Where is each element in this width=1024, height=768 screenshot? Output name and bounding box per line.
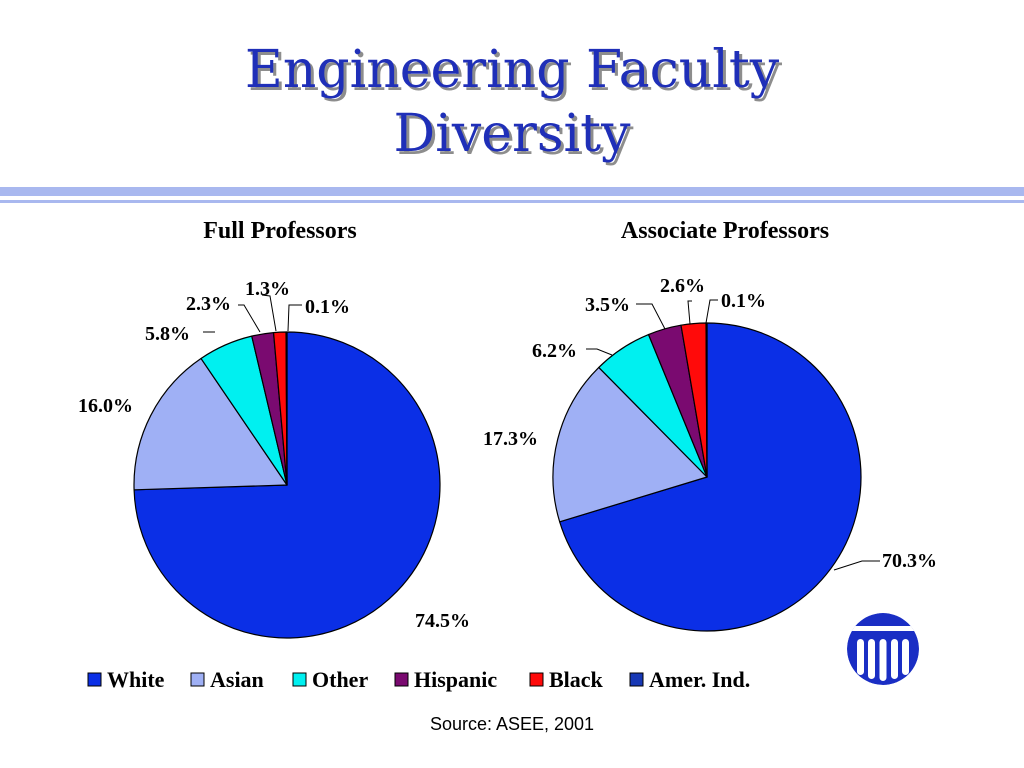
legend-label: Amer. Ind. bbox=[649, 667, 750, 692]
data-label-leader bbox=[687, 300, 692, 325]
pie-chart-1: Full Professors 74.5% 16.0% 5.8% 2.3% 1.3% 0.1… bbox=[78, 218, 470, 639]
data-label: 74.5% bbox=[415, 610, 470, 632]
legend: White Asian Other Hispanic Black Amer. Ind. bbox=[87, 667, 750, 692]
data-label: 17.3% bbox=[483, 428, 538, 450]
columns-logo-icon bbox=[847, 613, 919, 685]
legend-label: Black bbox=[549, 667, 604, 692]
legend-swatch bbox=[529, 672, 544, 687]
source-note: Source: ASEE, 2001 bbox=[429, 714, 595, 734]
data-label-leader bbox=[586, 348, 613, 356]
data-label: 0.1% bbox=[305, 296, 350, 318]
legend-swatch bbox=[394, 672, 409, 687]
title-rule-thin bbox=[0, 200, 1024, 203]
data-label: 2.6% bbox=[660, 275, 705, 297]
legend-swatch bbox=[629, 672, 644, 687]
pie-slice-amer-ind bbox=[285, 331, 288, 486]
chart-title: Associate Professors bbox=[621, 218, 829, 244]
pie-chart-2: Associate Professors 70.3% 17.3% 6.2% 3.5% 2.… bbox=[483, 218, 937, 632]
data-label: 3.5% bbox=[585, 294, 630, 316]
legend-label: Asian bbox=[210, 667, 264, 692]
legend-swatch bbox=[190, 672, 205, 687]
legend-swatch bbox=[87, 672, 102, 687]
slide-title: Engineering Faculty Diversity bbox=[0, 38, 1024, 166]
data-label-leader bbox=[261, 294, 277, 332]
legend-swatch bbox=[292, 672, 307, 687]
data-label-leader bbox=[238, 304, 261, 333]
data-label: 6.2% bbox=[532, 340, 577, 362]
legend-label: Other bbox=[312, 667, 368, 692]
data-label: 16.0% bbox=[78, 395, 133, 417]
data-label: 1.3% bbox=[245, 278, 290, 300]
title-line-1: Engineering Faculty bbox=[244, 40, 780, 100]
data-label-leader bbox=[636, 303, 666, 330]
data-label: 70.3% bbox=[882, 550, 937, 572]
chart-title: Full Professors bbox=[203, 218, 357, 244]
data-label: 5.8% bbox=[145, 323, 190, 345]
pie-slice-asian bbox=[552, 366, 708, 523]
legend-label: Hispanic bbox=[414, 667, 497, 692]
title-line-2: Diversity bbox=[393, 104, 631, 164]
data-label-leader bbox=[705, 299, 718, 324]
data-label-leader bbox=[287, 304, 302, 332]
data-label-leader bbox=[833, 560, 880, 571]
legend-label: White bbox=[107, 667, 165, 692]
title-rule-thick bbox=[0, 187, 1024, 196]
data-label: 2.3% bbox=[186, 293, 231, 315]
pie-slice-asian bbox=[133, 357, 288, 491]
data-label: 0.1% bbox=[721, 290, 766, 312]
pie-slice-white bbox=[559, 322, 862, 632]
